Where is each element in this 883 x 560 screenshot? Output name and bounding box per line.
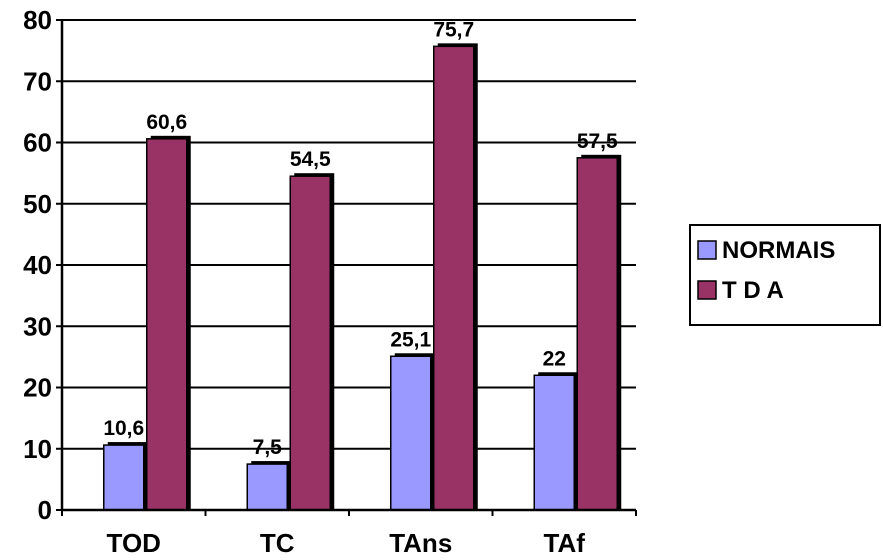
x-tick-label-taf: TAf [544,528,586,558]
data-label-t-d-a-tc: 54,5 [290,148,331,171]
y-tick-label-30: 30 [23,311,52,341]
y-tick-label-40: 40 [23,250,52,280]
x-axis-ticks: TOD TC TAns TAf [61,510,637,558]
bar-normais-tans [390,355,432,511]
data-label-t-d-a-taf: 57,5 [577,130,618,153]
data-label-t-d-a-tod: 60,6 [146,111,187,134]
bar-t-d-a-tans [433,45,475,511]
y-tick-label-60: 60 [23,128,52,158]
legend-label-t-d-a: T D A [722,277,784,304]
bar-normais-tod [103,444,145,511]
x-tick-label-tans: TAns [389,528,452,558]
x-tick-label-tod: TOD [107,528,161,558]
y-axis-ticks: 0 10 20 30 40 50 60 70 80 [23,5,62,525]
x-tick-label-tc: TC [260,528,295,558]
y-tick-label-70: 70 [23,66,52,96]
y-tick-label-20: 20 [23,373,52,403]
data-labels: 10,6 60,6 7,5 54,5 25,1 75,7 22 57,5 [103,18,618,459]
legend-swatch-t-d-a [697,280,717,300]
data-label-normais-tod: 10,6 [103,417,144,440]
bar-normais-taf [533,374,575,511]
bar-t-d-a-taf [576,157,618,511]
y-tick-label-10: 10 [23,434,52,464]
y-tick-label-0: 0 [38,495,52,525]
bar-normais-tc [246,463,288,511]
y-tick-label-50: 50 [23,189,52,219]
data-label-normais-tc: 7,5 [253,436,283,459]
data-label-normais-taf: 22 [543,347,566,370]
bars [103,43,622,511]
bar-t-d-a-tc [289,175,331,511]
legend-swatch-normais [697,240,717,260]
data-label-normais-tans: 25,1 [390,328,431,351]
legend-label-normais: NORMAIS [722,237,835,264]
legend-box [689,224,881,326]
y-tick-label-80: 80 [23,5,52,35]
data-label-t-d-a-tans: 75,7 [433,18,474,41]
legend: NORMAIS T D A [689,224,881,326]
bar-t-d-a-tod [146,138,188,511]
